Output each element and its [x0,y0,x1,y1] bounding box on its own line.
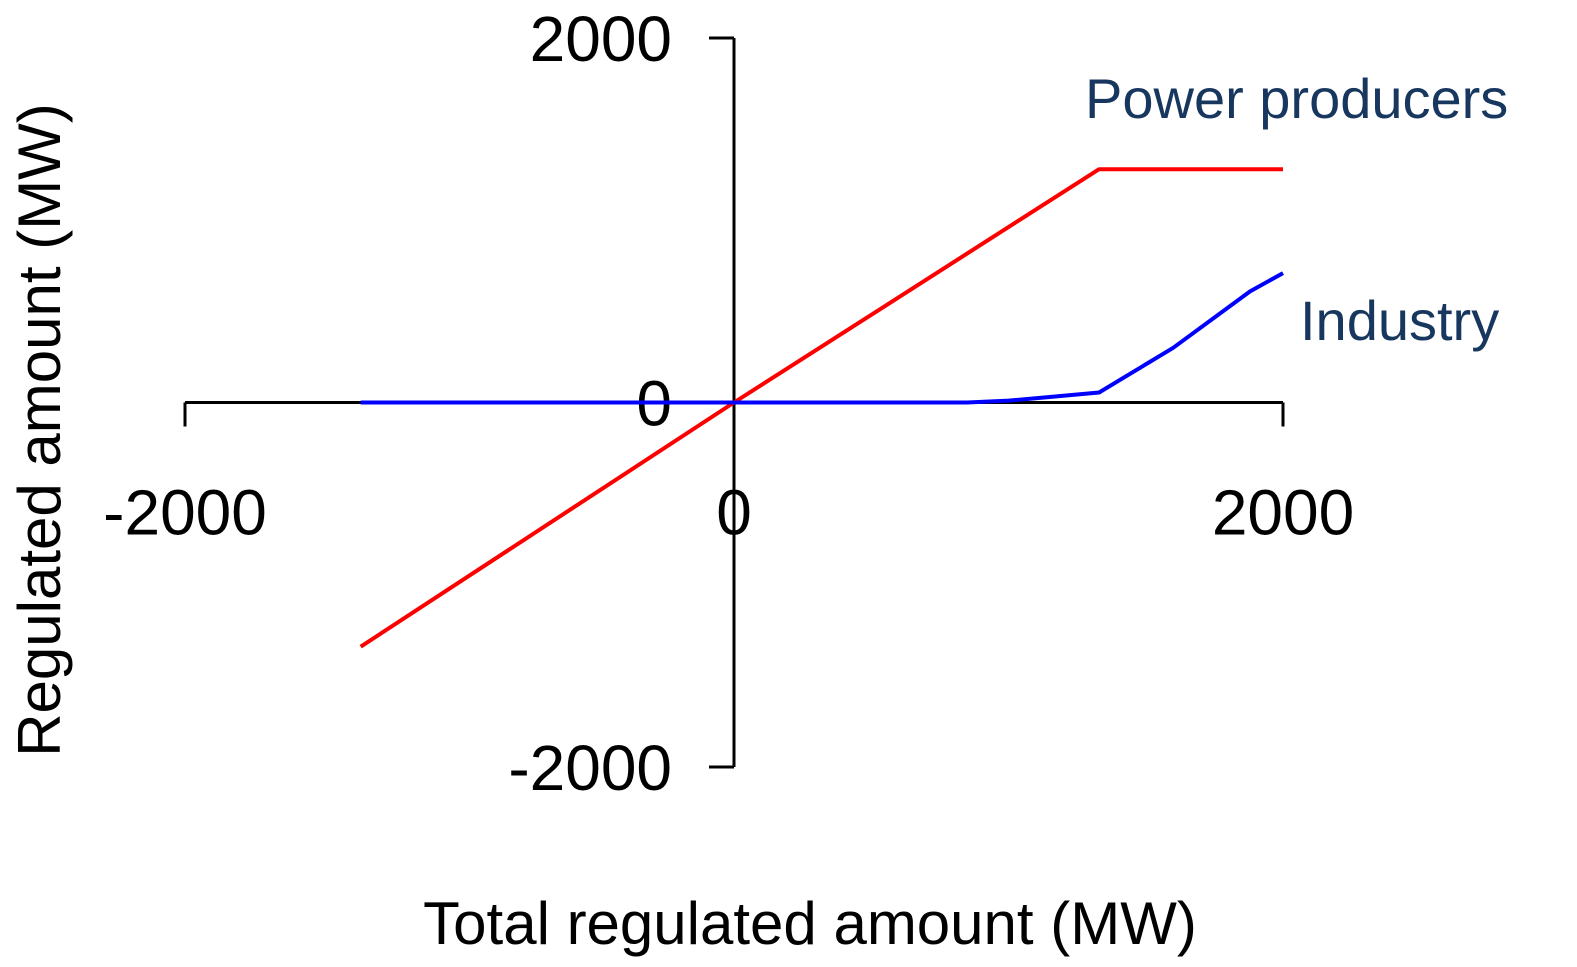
y-axis-title: Regulated amount (MW) [6,103,73,757]
x-tick-label: 2000 [1212,476,1354,548]
series-label: Industry [1300,289,1499,352]
series-line [360,271,1284,405]
x-tick-label: 0 [716,476,752,548]
y-tick-label: -2000 [508,732,672,804]
x-tick-label: -2000 [103,476,267,548]
series-line [359,167,1283,649]
x-axis-title: Total regulated amount (MW) [423,890,1197,957]
y-tick-label: 2000 [530,3,672,75]
series-label: Power producers [1085,67,1508,130]
